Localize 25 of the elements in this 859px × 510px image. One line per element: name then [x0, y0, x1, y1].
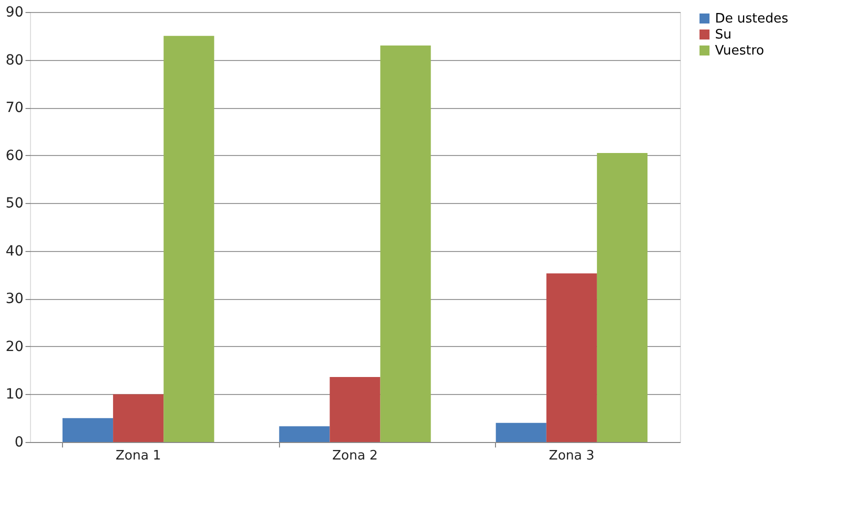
- y-tick-label: 40: [6, 243, 24, 260]
- y-tick-label: 80: [6, 52, 24, 68]
- y-tick-label: 50: [6, 196, 24, 212]
- y-tick-label: 30: [6, 291, 24, 308]
- y-tick-label: 10: [6, 386, 24, 403]
- bar: [380, 45, 431, 442]
- bar: [164, 36, 214, 442]
- y-tick-label: 0: [14, 434, 24, 450]
- x-tick-label: Zona 1: [116, 448, 162, 464]
- bar: [596, 152, 648, 442]
- y-tick-label: 20: [6, 338, 24, 355]
- legend-label: Su: [715, 28, 732, 42]
- bar: [62, 418, 114, 442]
- legend-label: Vuestro: [715, 44, 764, 58]
- bar: [496, 422, 546, 442]
- x-tick-label: Zona 3: [548, 448, 594, 464]
- bar: [546, 273, 597, 442]
- bar: [330, 377, 380, 442]
- y-tick-label: 90: [6, 4, 24, 20]
- x-tick-label: Zona 2: [332, 448, 378, 464]
- bar: [279, 426, 330, 442]
- legend-label: De ustedes: [715, 12, 788, 26]
- y-tick-label: 70: [6, 100, 24, 116]
- y-tick-label: 60: [6, 148, 24, 164]
- bar: [113, 394, 164, 442]
